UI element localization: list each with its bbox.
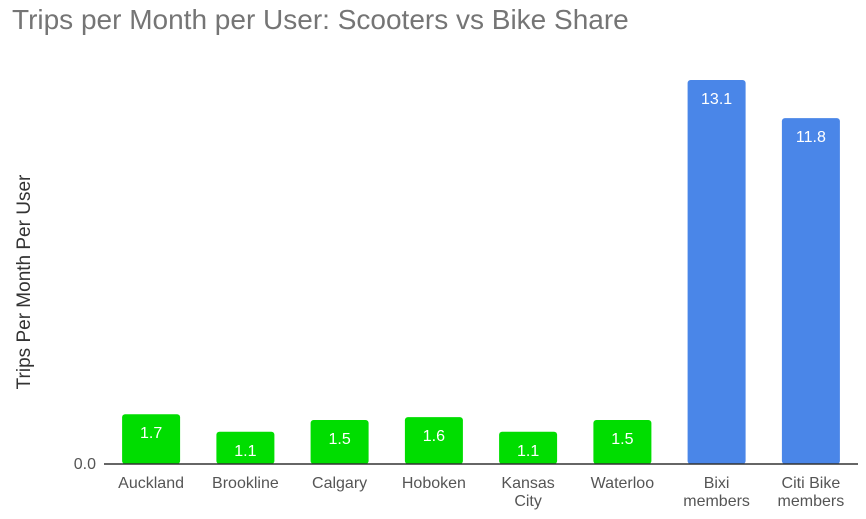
- bar-value-label: 11.8: [796, 129, 826, 146]
- y-tick-label: 0.0: [74, 456, 96, 473]
- x-tick-label-line: Kansas: [501, 475, 554, 492]
- bar-value-label: 1.1: [517, 443, 539, 460]
- bar-2: [310, 420, 369, 464]
- x-tick-label: Bixi members: [683, 475, 750, 510]
- x-tick-labels: Auckland Brookline Calgary Hoboken Kansas Cit…: [118, 475, 844, 510]
- x-tick-label-line: Waterloo: [591, 475, 655, 492]
- x-tick-label-line: City: [514, 493, 542, 510]
- bar-value-label: 1.1: [234, 443, 256, 460]
- bar-0: [122, 414, 181, 464]
- x-tick-label-line: members: [778, 493, 845, 510]
- bar-value-label: 1.5: [611, 431, 633, 448]
- bar-7: [781, 118, 840, 464]
- x-tick-label: Brookline: [212, 475, 279, 492]
- bar-3: [404, 417, 463, 464]
- x-tick-label-line: Citi Bike: [782, 475, 841, 492]
- x-tick-label: Auckland: [118, 475, 184, 492]
- bar-5: [593, 420, 652, 464]
- bar-value-label: 13.1: [701, 91, 732, 108]
- bar-value-label: 1.5: [328, 431, 350, 448]
- bar-value-label: 1.7: [140, 425, 162, 442]
- x-tick-label: Calgary: [312, 475, 367, 492]
- bar-value-label: 1.6: [423, 428, 445, 445]
- y-axis-label: Trips Per Month Per User: [14, 174, 35, 389]
- x-tick-label: Citi Bike members: [778, 475, 845, 510]
- x-tick-label-line: Calgary: [312, 475, 367, 492]
- x-tick-label-line: members: [683, 493, 750, 510]
- chart-title: Trips per Month per User: Scooters vs Bi…: [12, 4, 629, 35]
- x-tick-label-line: Bixi: [704, 475, 730, 492]
- x-tick-label-line: Auckland: [118, 475, 184, 492]
- bars-group: 1.7 1.1 1.5 1.6 1.1 1.5 13.1 11.8: [122, 80, 840, 464]
- x-tick-label: Hoboken: [402, 475, 466, 492]
- bar-6: [687, 80, 746, 464]
- bar-4: [499, 431, 558, 464]
- bar-1: [216, 431, 275, 464]
- x-tick-label-line: Hoboken: [402, 475, 466, 492]
- x-tick-label-line: Brookline: [212, 475, 279, 492]
- x-tick-label: Waterloo: [591, 475, 655, 492]
- x-tick-label: Kansas City: [501, 475, 554, 510]
